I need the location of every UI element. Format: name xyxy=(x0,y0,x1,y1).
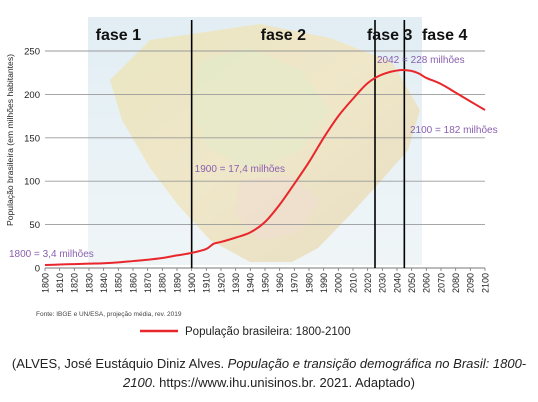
x-tick-label-2000: 2000 xyxy=(334,273,344,293)
phase-dividers xyxy=(190,20,406,268)
x-tick-label-1960: 1960 xyxy=(275,273,285,293)
x-tick-label-2060: 2060 xyxy=(422,273,432,293)
x-tick-label-2040: 2040 xyxy=(392,273,402,293)
phase-label-1: fase 1 xyxy=(96,27,141,44)
x-tick-label-1820: 1820 xyxy=(70,273,80,293)
source-note: Fonte: IBGE e UN/ESA, projeção média, re… xyxy=(36,311,182,318)
x-tick-label-2050: 2050 xyxy=(407,273,417,293)
x-tick-label-2010: 2010 xyxy=(348,273,358,293)
x-tick-label-1870: 1870 xyxy=(143,273,153,293)
x-tick-label-1850: 1850 xyxy=(114,273,124,293)
annotations: 1800 = 3,4 milhões 1900 = 17,4 milhões 204… xyxy=(9,55,498,260)
x-tick-label-2080: 2080 xyxy=(451,273,461,293)
citation-prefix: (ALVES, José Eustáquio Diniz Alves. xyxy=(11,356,228,371)
x-tick-label-1920: 1920 xyxy=(216,273,226,293)
x-tick-label-2030: 2030 xyxy=(378,273,388,293)
annotation-2042: 2042 = 228 milhões xyxy=(377,55,465,66)
x-tick-label-1810: 1810 xyxy=(55,273,65,293)
series-lines xyxy=(44,68,486,267)
phase-label-3: fase 3 xyxy=(367,27,412,44)
x-tick-label-1990: 1990 xyxy=(319,273,329,293)
x-tick-label-1860: 1860 xyxy=(128,273,138,293)
phase-label-4: fase 4 xyxy=(422,27,467,44)
x-tick-label-1890: 1890 xyxy=(172,273,182,293)
y-axis: 0 50 100 150 200 250 xyxy=(24,47,40,275)
citation: (ALVES, José Eustáquio Diniz Alves. Popu… xyxy=(0,354,538,392)
y-tick-label-200: 200 xyxy=(24,90,40,101)
x-tick-label-2090: 2090 xyxy=(466,273,476,293)
x-tick-label-1910: 1910 xyxy=(202,273,212,293)
x-tick-label-1950: 1950 xyxy=(260,273,270,293)
x-tick-label-1980: 1980 xyxy=(304,273,314,293)
y-tick-label-0: 0 xyxy=(35,264,40,275)
population-chart: fase 1 fase 2 fase 3 fase 4 1800 = 3,4 milh… xyxy=(5,17,498,338)
annotation-1800: 1800 = 3,4 milhões xyxy=(9,249,94,260)
x-axis: 1800 1810 1820 1830 1840 1850 1860 1870 1880 1890… xyxy=(40,268,490,293)
x-tick-label-1800: 1800 xyxy=(40,273,50,293)
y-axis-title: População brasileira (em milhões habitan… xyxy=(5,54,15,226)
x-tick-label-1970: 1970 xyxy=(290,273,300,293)
citation-suffix: . https://www.ihu.unisinos.br. 2021. Ada… xyxy=(151,375,415,390)
phase-labels: fase 1 fase 2 fase 3 fase 4 xyxy=(96,27,468,44)
x-tick-label-1830: 1830 xyxy=(84,273,94,293)
x-tick-label-1900: 1900 xyxy=(187,273,197,293)
x-tick-label-2070: 2070 xyxy=(436,273,446,293)
legend-label: População brasileira: 1800-2100 xyxy=(185,326,351,338)
y-tick-label-50: 50 xyxy=(29,220,40,231)
x-tick-label-2100: 2100 xyxy=(480,273,490,293)
annotation-1900: 1900 = 17,4 milhões xyxy=(195,164,285,175)
phase-label-2: fase 2 xyxy=(261,27,306,44)
x-tick-label-1840: 1840 xyxy=(99,273,109,293)
citation-title: População e transição demográfica no Bra… xyxy=(123,356,527,390)
x-tick-label-2020: 2020 xyxy=(363,273,373,293)
y-tick-label-150: 150 xyxy=(24,133,40,144)
x-tick-label-1930: 1930 xyxy=(231,273,241,293)
map-background xyxy=(88,17,422,265)
y-tick-label-100: 100 xyxy=(24,177,40,188)
x-tick-label-1940: 1940 xyxy=(246,273,256,293)
legend: População brasileira: 1800-2100 xyxy=(140,326,351,338)
series-line-0 xyxy=(44,68,486,267)
y-tick-label-250: 250 xyxy=(24,47,40,58)
x-tick-label-1880: 1880 xyxy=(158,273,168,293)
annotation-2100: 2100 = 182 milhões xyxy=(410,125,498,136)
